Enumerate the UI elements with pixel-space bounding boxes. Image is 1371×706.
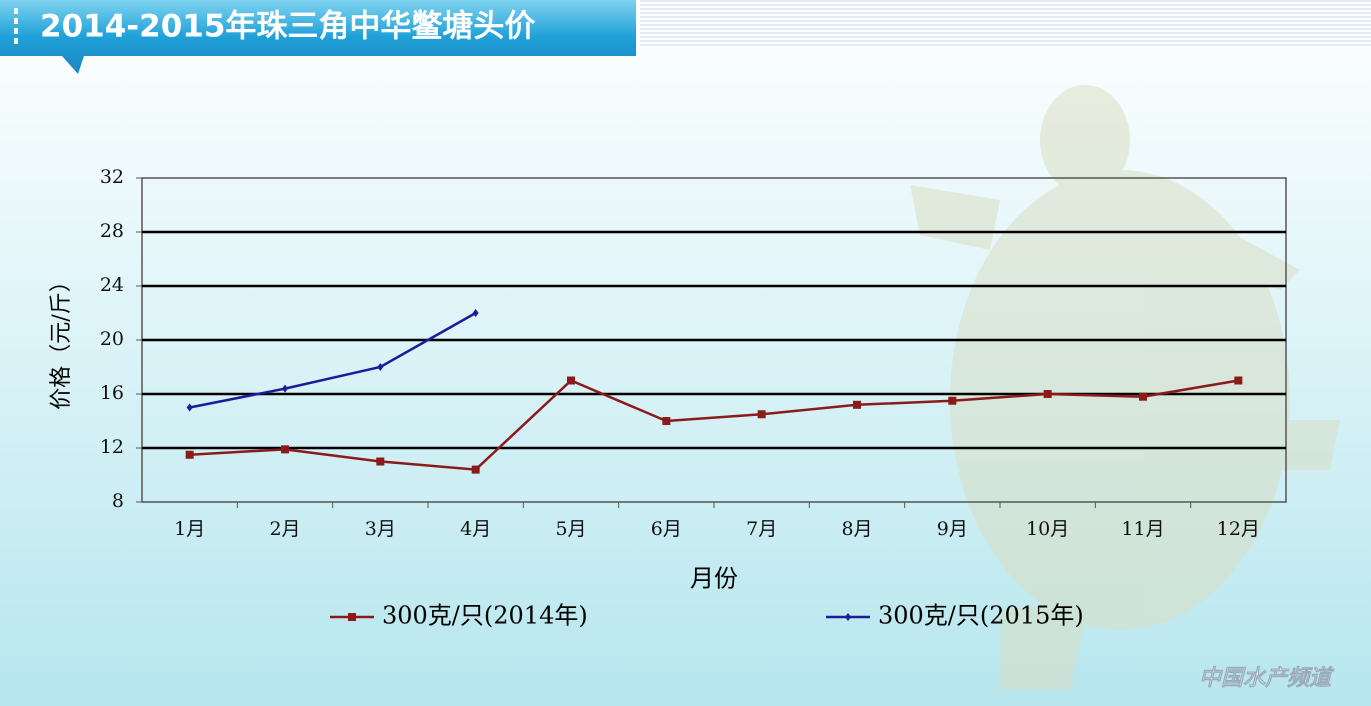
point-marker [567, 376, 575, 385]
point-marker [185, 450, 194, 459]
legend-label: 300克/只(2015年) [878, 602, 1084, 630]
chart-title: 2014-2015年珠三角中华鳖塘头价 [40, 9, 535, 45]
series-line [189, 311, 477, 409]
point-marker [757, 410, 766, 419]
point-marker [948, 396, 957, 405]
header-stripes [640, 0, 1371, 48]
banner-dots [14, 8, 18, 44]
point-marker [662, 417, 671, 425]
x-axis-label: 月份 [690, 565, 738, 593]
series-line [189, 379, 1239, 471]
x-tick-label: 3月 [365, 518, 396, 540]
x-tick-label: 1月 [174, 518, 205, 540]
point-marker [1043, 390, 1052, 398]
y-tick-label: 24 [100, 274, 124, 296]
point-marker [1139, 392, 1147, 401]
watermark: 中国水产频道 [1199, 665, 1335, 691]
point-marker [853, 400, 861, 409]
point-marker [471, 465, 480, 474]
title-banner [0, 0, 636, 74]
y-axis-label: 价格（元/斤） [49, 270, 74, 409]
y-tick-label: 12 [100, 436, 124, 458]
x-tick-label: 4月 [460, 518, 491, 540]
point-marker [845, 613, 851, 621]
point-marker [281, 445, 289, 454]
x-tick-label: 8月 [841, 518, 872, 540]
point-marker [472, 309, 479, 317]
point-marker [348, 613, 356, 621]
x-tick-label: 9月 [937, 518, 968, 540]
x-tick-label: 10月 [1026, 518, 1069, 540]
x-tick-label: 6月 [651, 518, 682, 540]
x-tick-label: 2月 [269, 518, 300, 540]
y-tick-label: 16 [100, 382, 124, 404]
point-marker [282, 384, 288, 393]
x-tick-label: 12月 [1217, 518, 1260, 540]
point-marker [1234, 376, 1243, 385]
y-tick-label: 20 [100, 328, 124, 350]
x-tick-label: 5月 [555, 518, 586, 540]
point-marker [186, 403, 193, 412]
x-tick-label: 7月 [746, 518, 777, 540]
y-tick-label: 8 [112, 490, 124, 512]
point-marker [377, 363, 384, 371]
legend-label: 300克/只(2014年) [382, 602, 588, 630]
y-tick-label: 28 [100, 220, 124, 242]
x-tick-label: 11月 [1121, 518, 1164, 540]
point-marker [376, 457, 385, 466]
y-tick-label: 32 [100, 166, 124, 188]
